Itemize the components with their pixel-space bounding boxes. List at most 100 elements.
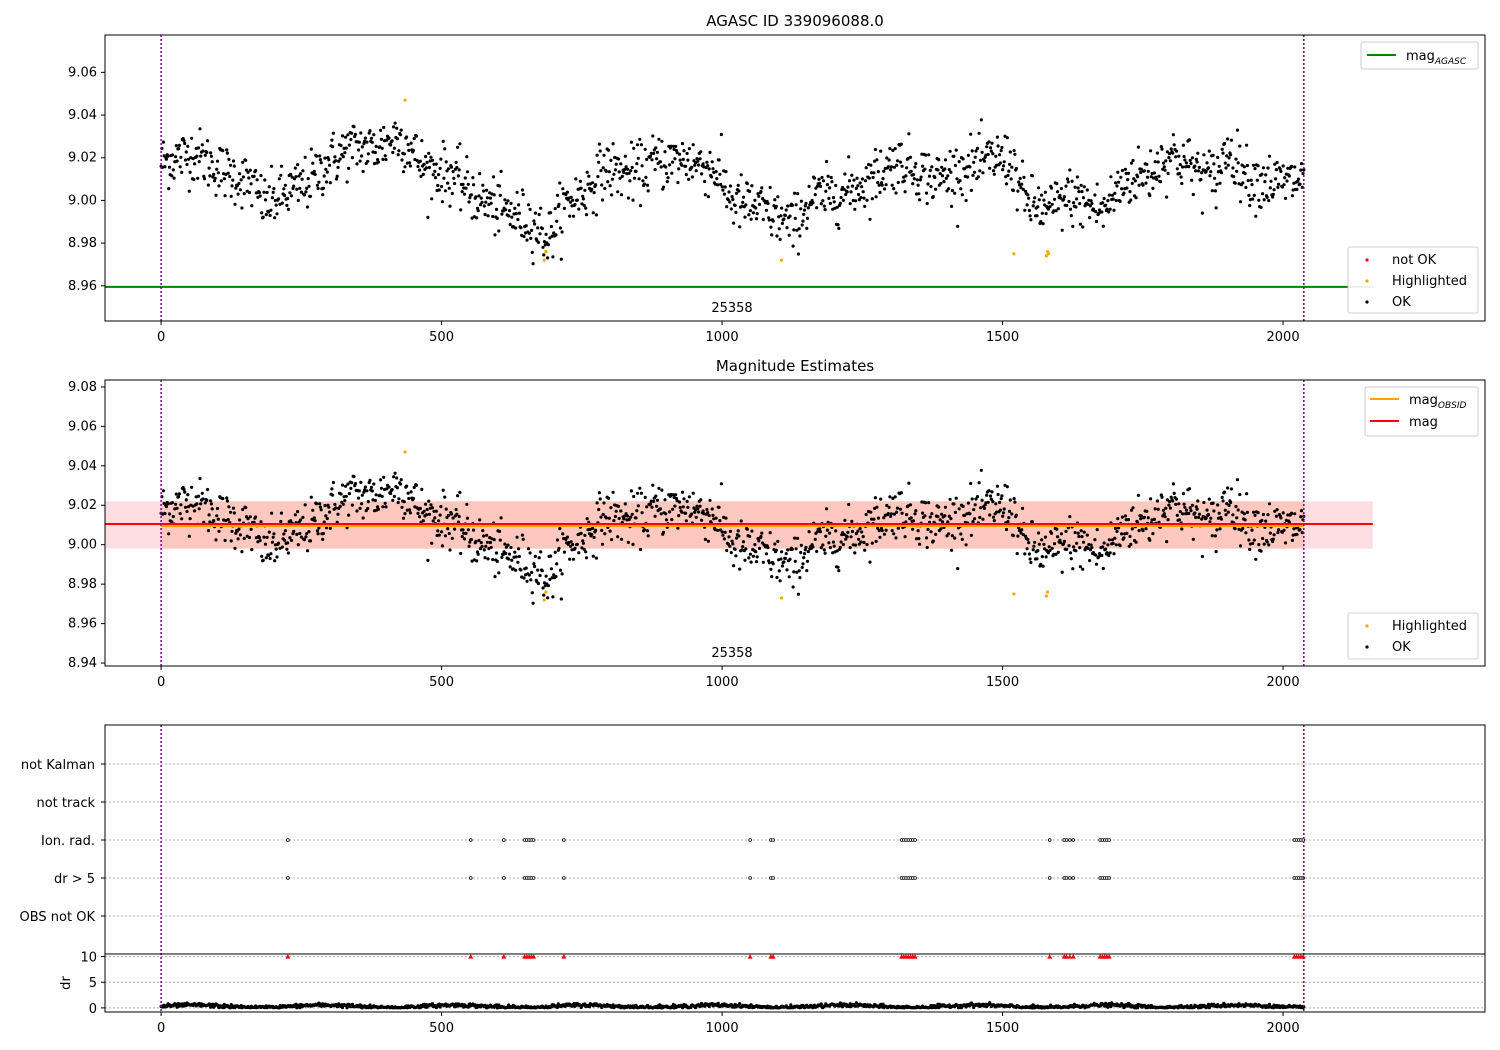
ok-point bbox=[715, 177, 719, 181]
ok-point bbox=[1280, 185, 1285, 189]
ok-point bbox=[223, 194, 227, 198]
ok-point bbox=[753, 198, 757, 202]
ok-point bbox=[293, 513, 297, 517]
ok-point bbox=[254, 515, 258, 519]
ok-point bbox=[773, 542, 777, 546]
ok-point bbox=[1028, 214, 1032, 218]
ok-point bbox=[613, 168, 618, 172]
ok-point bbox=[195, 502, 199, 506]
ok-point bbox=[379, 486, 383, 490]
ok-point bbox=[918, 178, 923, 182]
ok-point bbox=[639, 547, 643, 552]
ok-point bbox=[804, 201, 808, 205]
ok-point bbox=[886, 511, 890, 516]
ok-point bbox=[1245, 163, 1249, 168]
ok-point bbox=[522, 576, 526, 580]
ok-point bbox=[548, 577, 552, 582]
ok-point bbox=[554, 233, 558, 237]
ok-point bbox=[298, 186, 302, 190]
ok-point bbox=[508, 222, 512, 227]
ok-point bbox=[859, 195, 863, 200]
ok-point bbox=[209, 499, 213, 503]
ok-point bbox=[601, 166, 605, 170]
ok-point bbox=[680, 490, 685, 494]
ok-point bbox=[1068, 168, 1072, 172]
ok-point bbox=[416, 164, 420, 169]
ok-point bbox=[376, 158, 380, 162]
dr-point bbox=[345, 1006, 349, 1010]
ok-point bbox=[530, 228, 534, 232]
ok-point bbox=[480, 544, 484, 549]
panel-agasc-frame bbox=[104, 34, 1486, 322]
ok-point bbox=[215, 514, 219, 518]
ok-point bbox=[242, 192, 246, 196]
ok-point bbox=[838, 545, 842, 549]
ok-point bbox=[972, 517, 977, 521]
ok-point bbox=[1001, 164, 1006, 168]
ok-point bbox=[790, 547, 794, 551]
ok-point bbox=[806, 550, 810, 554]
ok-point bbox=[648, 502, 653, 506]
ok-point bbox=[565, 535, 570, 539]
ok-point bbox=[1101, 545, 1105, 549]
ok-point bbox=[782, 217, 786, 221]
ok-point bbox=[549, 554, 553, 558]
ok-point bbox=[341, 155, 345, 159]
ok-point bbox=[280, 201, 284, 205]
ok-point bbox=[616, 535, 620, 539]
ok-point bbox=[1146, 169, 1150, 173]
ok-point bbox=[359, 131, 363, 135]
ok-point bbox=[617, 170, 621, 174]
ok-point bbox=[431, 519, 435, 523]
ok-point bbox=[317, 526, 321, 530]
ok-point bbox=[193, 509, 197, 513]
flag-event bbox=[1107, 838, 1111, 842]
ok-point bbox=[642, 528, 647, 532]
ok-point bbox=[475, 216, 479, 220]
dr-tick-label: 10 bbox=[80, 951, 97, 966]
flag-event bbox=[748, 876, 752, 880]
ok-point bbox=[541, 586, 545, 590]
ok-point bbox=[881, 177, 885, 181]
ok-point bbox=[728, 544, 732, 548]
ok-point bbox=[1008, 150, 1012, 154]
ok-point bbox=[263, 542, 268, 546]
ok-point bbox=[591, 554, 595, 558]
ok-point bbox=[660, 488, 664, 492]
ok-point bbox=[468, 196, 472, 200]
ok-point bbox=[583, 188, 587, 192]
ok-point bbox=[979, 506, 983, 510]
flag-event bbox=[286, 876, 290, 880]
ok-point bbox=[1194, 169, 1198, 173]
ok-point bbox=[1113, 536, 1117, 540]
ok-point bbox=[992, 519, 996, 523]
ok-point bbox=[514, 555, 518, 559]
ok-point bbox=[349, 486, 353, 490]
ok-point bbox=[706, 539, 711, 543]
ok-point bbox=[1298, 528, 1302, 532]
ok-point bbox=[1010, 512, 1014, 516]
dr-point bbox=[689, 1005, 693, 1010]
ok-point bbox=[289, 538, 294, 543]
ok-point bbox=[249, 182, 253, 186]
ok-point bbox=[815, 184, 820, 188]
dr-axis-label: dr bbox=[59, 976, 74, 990]
ok-point bbox=[681, 505, 685, 509]
ok-point bbox=[930, 512, 934, 516]
ok-point bbox=[1229, 487, 1233, 491]
ok-point bbox=[451, 516, 455, 520]
ok-point bbox=[352, 475, 356, 479]
ok-point bbox=[1262, 198, 1266, 202]
ok-point bbox=[467, 544, 471, 548]
ok-point bbox=[403, 165, 407, 169]
ok-point bbox=[616, 504, 621, 508]
ok-point bbox=[1095, 182, 1099, 186]
ok-point bbox=[1027, 208, 1031, 213]
ok-point bbox=[982, 506, 987, 510]
ok-point bbox=[1224, 166, 1228, 170]
ok-point bbox=[516, 217, 520, 222]
ok-point bbox=[690, 165, 694, 169]
flag-label: not track bbox=[36, 796, 95, 811]
ok-point bbox=[474, 539, 478, 543]
ok-point bbox=[685, 151, 689, 156]
